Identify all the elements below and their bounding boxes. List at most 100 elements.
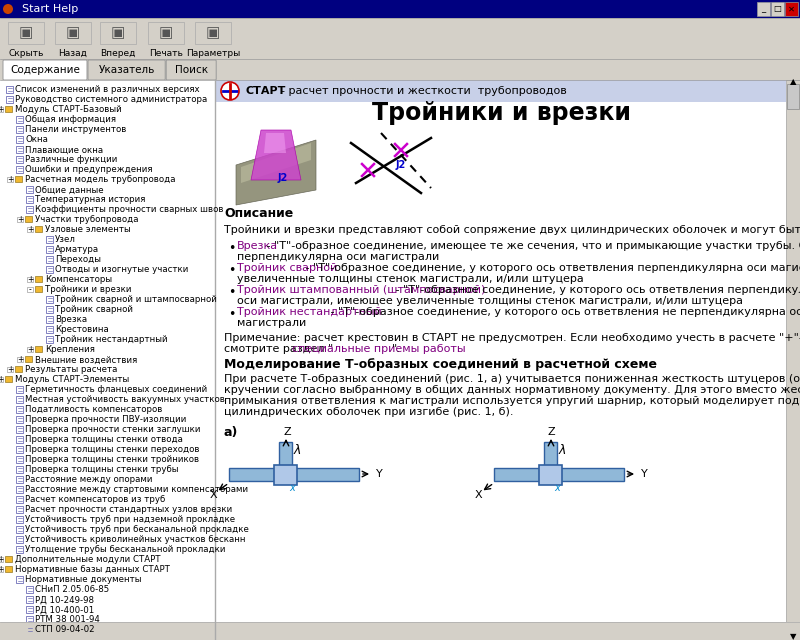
Text: Модуль СТАРТ-Элементы: Модуль СТАРТ-Элементы [15, 376, 130, 385]
Text: Узловые элементы: Узловые элементы [45, 225, 130, 234]
Text: •: • [228, 264, 235, 277]
Bar [35, 226, 42, 232]
Text: ▣: ▣ [66, 26, 80, 40]
Text: Общие данные: Общие данные [35, 186, 104, 195]
Text: РД 10-249-98: РД 10-249-98 [35, 595, 94, 605]
Bar [16, 476, 23, 483]
Bar [27, 277, 33, 282]
Bar [35, 286, 42, 292]
Bar [35, 276, 42, 282]
Text: Температурная история: Температурная история [35, 195, 146, 205]
Text: +: + [0, 565, 3, 574]
Text: +: + [0, 555, 3, 564]
Text: Герметичность фланцевых соединений: Герметичность фланцевых соединений [25, 385, 207, 394]
Bar [16, 496, 23, 503]
Bar [0, 622, 800, 640]
Bar [26, 626, 33, 633]
Text: Коэффициенты прочности сварных швов: Коэффициенты прочности сварных швов [35, 205, 223, 214]
Bar [35, 346, 42, 352]
Bar [0, 80, 215, 640]
Text: x: x [289, 483, 294, 493]
Bar [25, 216, 32, 222]
Bar [16, 456, 23, 463]
Text: увеличенные толщины стенок магистрали, и/или штуцера: увеличенные толщины стенок магистрали, и… [237, 274, 584, 284]
Bar [494, 468, 624, 481]
Bar [55, 22, 91, 44]
Bar [16, 436, 23, 443]
Bar [16, 516, 23, 523]
Text: Ошибки и предупреждения: Ошибки и предупреждения [25, 166, 153, 175]
Bar [0, 18, 800, 60]
Text: J2: J2 [396, 160, 406, 170]
Bar [0, 567, 3, 572]
Text: - "Т"-образное соединение, у которого ось ответвления перпендикулярна: - "Т"-образное соединение, у которого ос… [392, 285, 800, 295]
Text: +: + [17, 215, 23, 224]
Text: Указатель: Указатель [98, 65, 154, 75]
Bar [757, 2, 770, 16]
Text: Крестовина: Крестовина [55, 326, 109, 335]
Text: ✕: ✕ [788, 4, 795, 13]
Text: □: □ [774, 4, 782, 13]
Text: Окна: Окна [25, 136, 48, 145]
Text: Устойчивость криволинейных участков бесканн: Устойчивость криволинейных участков беск… [25, 536, 246, 545]
Text: +: + [7, 175, 13, 184]
Polygon shape [241, 143, 311, 183]
Text: а): а) [224, 426, 238, 439]
Text: Утолщение трубы бесканальной прокладки: Утолщение трубы бесканальной прокладки [25, 545, 226, 554]
Bar [0, 107, 3, 112]
Bar [16, 416, 23, 423]
Bar [26, 596, 33, 603]
Text: Тройник сварной: Тройник сварной [237, 263, 338, 273]
Bar [46, 256, 53, 263]
Text: Проверка толщины стенки переходов: Проверка толщины стенки переходов [25, 445, 199, 454]
Text: J2: J2 [278, 173, 288, 183]
Text: Узел: Узел [55, 236, 76, 244]
Bar [544, 442, 557, 474]
Text: Проверка толщины стенки тройников: Проверка толщины стенки тройников [25, 456, 199, 465]
Bar [6, 86, 13, 93]
Bar [26, 196, 33, 203]
Text: Список изменений в различных версиях: Список изменений в различных версиях [15, 86, 200, 95]
Text: Печать: Печать [149, 49, 183, 58]
Text: Тройник сварной: Тройник сварной [55, 305, 133, 314]
Bar [16, 156, 23, 163]
Text: Z: Z [548, 427, 556, 437]
Bar [26, 206, 33, 213]
Text: Устойчивость труб при бесканальной прокладке: Устойчивость труб при бесканальной прокл… [25, 525, 249, 534]
Bar [786, 80, 800, 640]
Text: - расчет прочности и жесткости  трубопроводов: - расчет прочности и жесткости трубопров… [281, 86, 566, 96]
Bar [27, 287, 33, 292]
Bar [46, 316, 53, 323]
Text: +: + [0, 105, 3, 114]
Text: магистрали: магистрали [237, 318, 306, 328]
Text: Врезка: Врезка [237, 241, 278, 251]
Bar [6, 96, 13, 103]
Text: Участки трубопровода: Участки трубопровода [35, 216, 138, 225]
Text: λ: λ [559, 444, 566, 456]
Text: При расчете Т-образных соединений (рис. 1, а) учитывается пониженная жесткость ш: При расчете Т-образных соединений (рис. … [224, 374, 800, 384]
Bar [15, 176, 22, 182]
Text: Содержание: Содержание [10, 65, 80, 75]
Text: Тройник нестандартный: Тройник нестандартный [237, 307, 382, 317]
Text: Местная устойчивость вакуумных участков: Местная устойчивость вакуумных участков [25, 396, 225, 404]
Text: кручении согласно выбранному в общих данных нормативному документу. Для этого вм: кручении согласно выбранному в общих дан… [224, 385, 800, 395]
Bar [7, 367, 13, 372]
Text: Податливость компенсаторов: Податливость компенсаторов [25, 406, 162, 415]
Bar [26, 616, 33, 623]
Text: Компенсаторы: Компенсаторы [45, 275, 112, 285]
Bar [16, 466, 23, 473]
Text: •: • [228, 242, 235, 255]
Text: x: x [554, 483, 560, 493]
Text: Результаты расчета: Результаты расчета [25, 365, 118, 374]
Polygon shape [251, 130, 301, 180]
Bar [0, 59, 800, 81]
Bar [16, 426, 23, 433]
Text: Тройник сварной и штампосварной: Тройник сварной и штампосварной [55, 296, 217, 305]
Text: +: + [17, 355, 23, 364]
Text: λ: λ [294, 444, 302, 456]
Bar [0, 0, 800, 18]
Text: СНиП 2.05.06-85: СНиП 2.05.06-85 [35, 586, 110, 595]
Text: - "Т"-образное соединение, имеющее те же сечения, что и примыкающие участки труб: - "Т"-образное соединение, имеющее те же… [262, 241, 800, 251]
Text: ".: ". [392, 344, 401, 354]
Text: Параметры: Параметры [186, 49, 240, 58]
